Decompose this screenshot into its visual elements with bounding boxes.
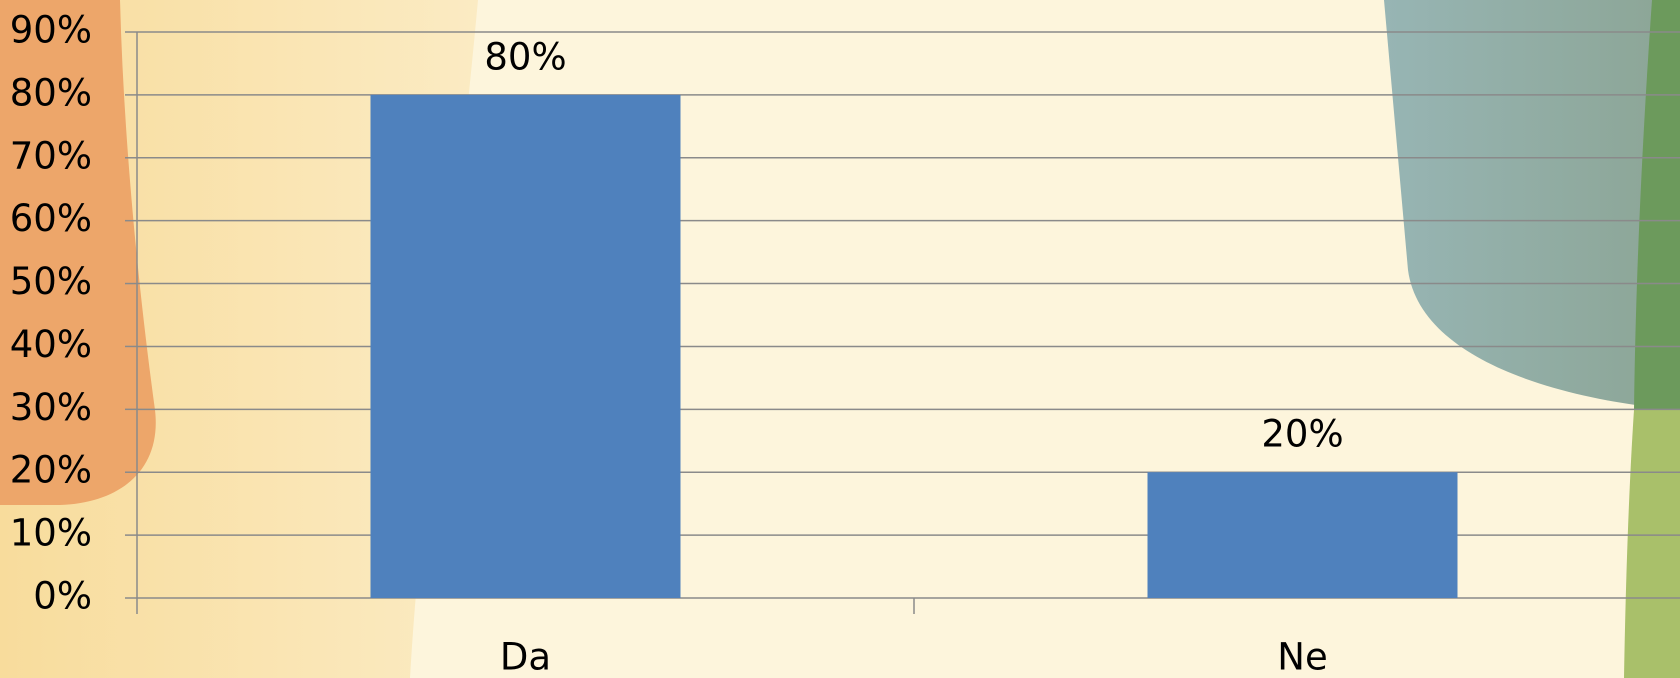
y-tick-label: 30%	[10, 386, 92, 429]
y-tick-label: 40%	[10, 323, 92, 366]
y-tick-label: 60%	[10, 197, 92, 240]
y-tick-label: 90%	[10, 9, 92, 52]
data-label: 20%	[1261, 413, 1343, 456]
bg-lightgreen-shape	[1624, 410, 1680, 678]
x-tick-label: Ne	[1277, 636, 1327, 678]
bar	[370, 94, 681, 598]
y-tick-label: 50%	[10, 260, 92, 303]
y-tick-label: 20%	[10, 449, 92, 492]
data-label: 80%	[484, 35, 566, 78]
y-tick-label: 80%	[10, 71, 92, 114]
plot: 0% 10% 20% 30% 40% 50% 60% 70% 80% 90% Da 80% Ne 20%	[10, 9, 1680, 678]
bg-orange-shape	[0, 0, 156, 505]
x-tick-label: Da	[500, 636, 551, 678]
y-tick-label: 0%	[33, 575, 92, 618]
bg-green-shape	[1634, 0, 1680, 410]
bg-teal-shape	[1384, 0, 1680, 410]
bar	[1147, 472, 1458, 598]
y-tick-label: 10%	[10, 512, 92, 555]
y-tick-label: 70%	[10, 134, 92, 177]
